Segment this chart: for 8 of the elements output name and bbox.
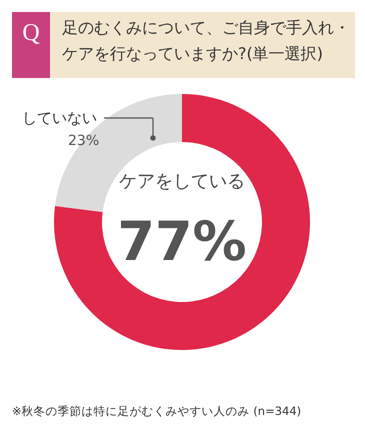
slice-label: ケアをしている — [119, 171, 245, 192]
text: Q — [22, 20, 40, 46]
data-label: 77% — [117, 210, 247, 273]
text: ※秋冬の季節は特に足がむくみやすい人のみ (n=344) — [12, 404, 302, 418]
slice-label: していない — [22, 109, 97, 127]
donut-slice — [54, 94, 310, 350]
chart-title: 足のむくみについて、ご自身で手入れ・ケアを行なっていますか?(単一選択) — [62, 18, 350, 63]
data-label: 23% — [68, 133, 100, 149]
